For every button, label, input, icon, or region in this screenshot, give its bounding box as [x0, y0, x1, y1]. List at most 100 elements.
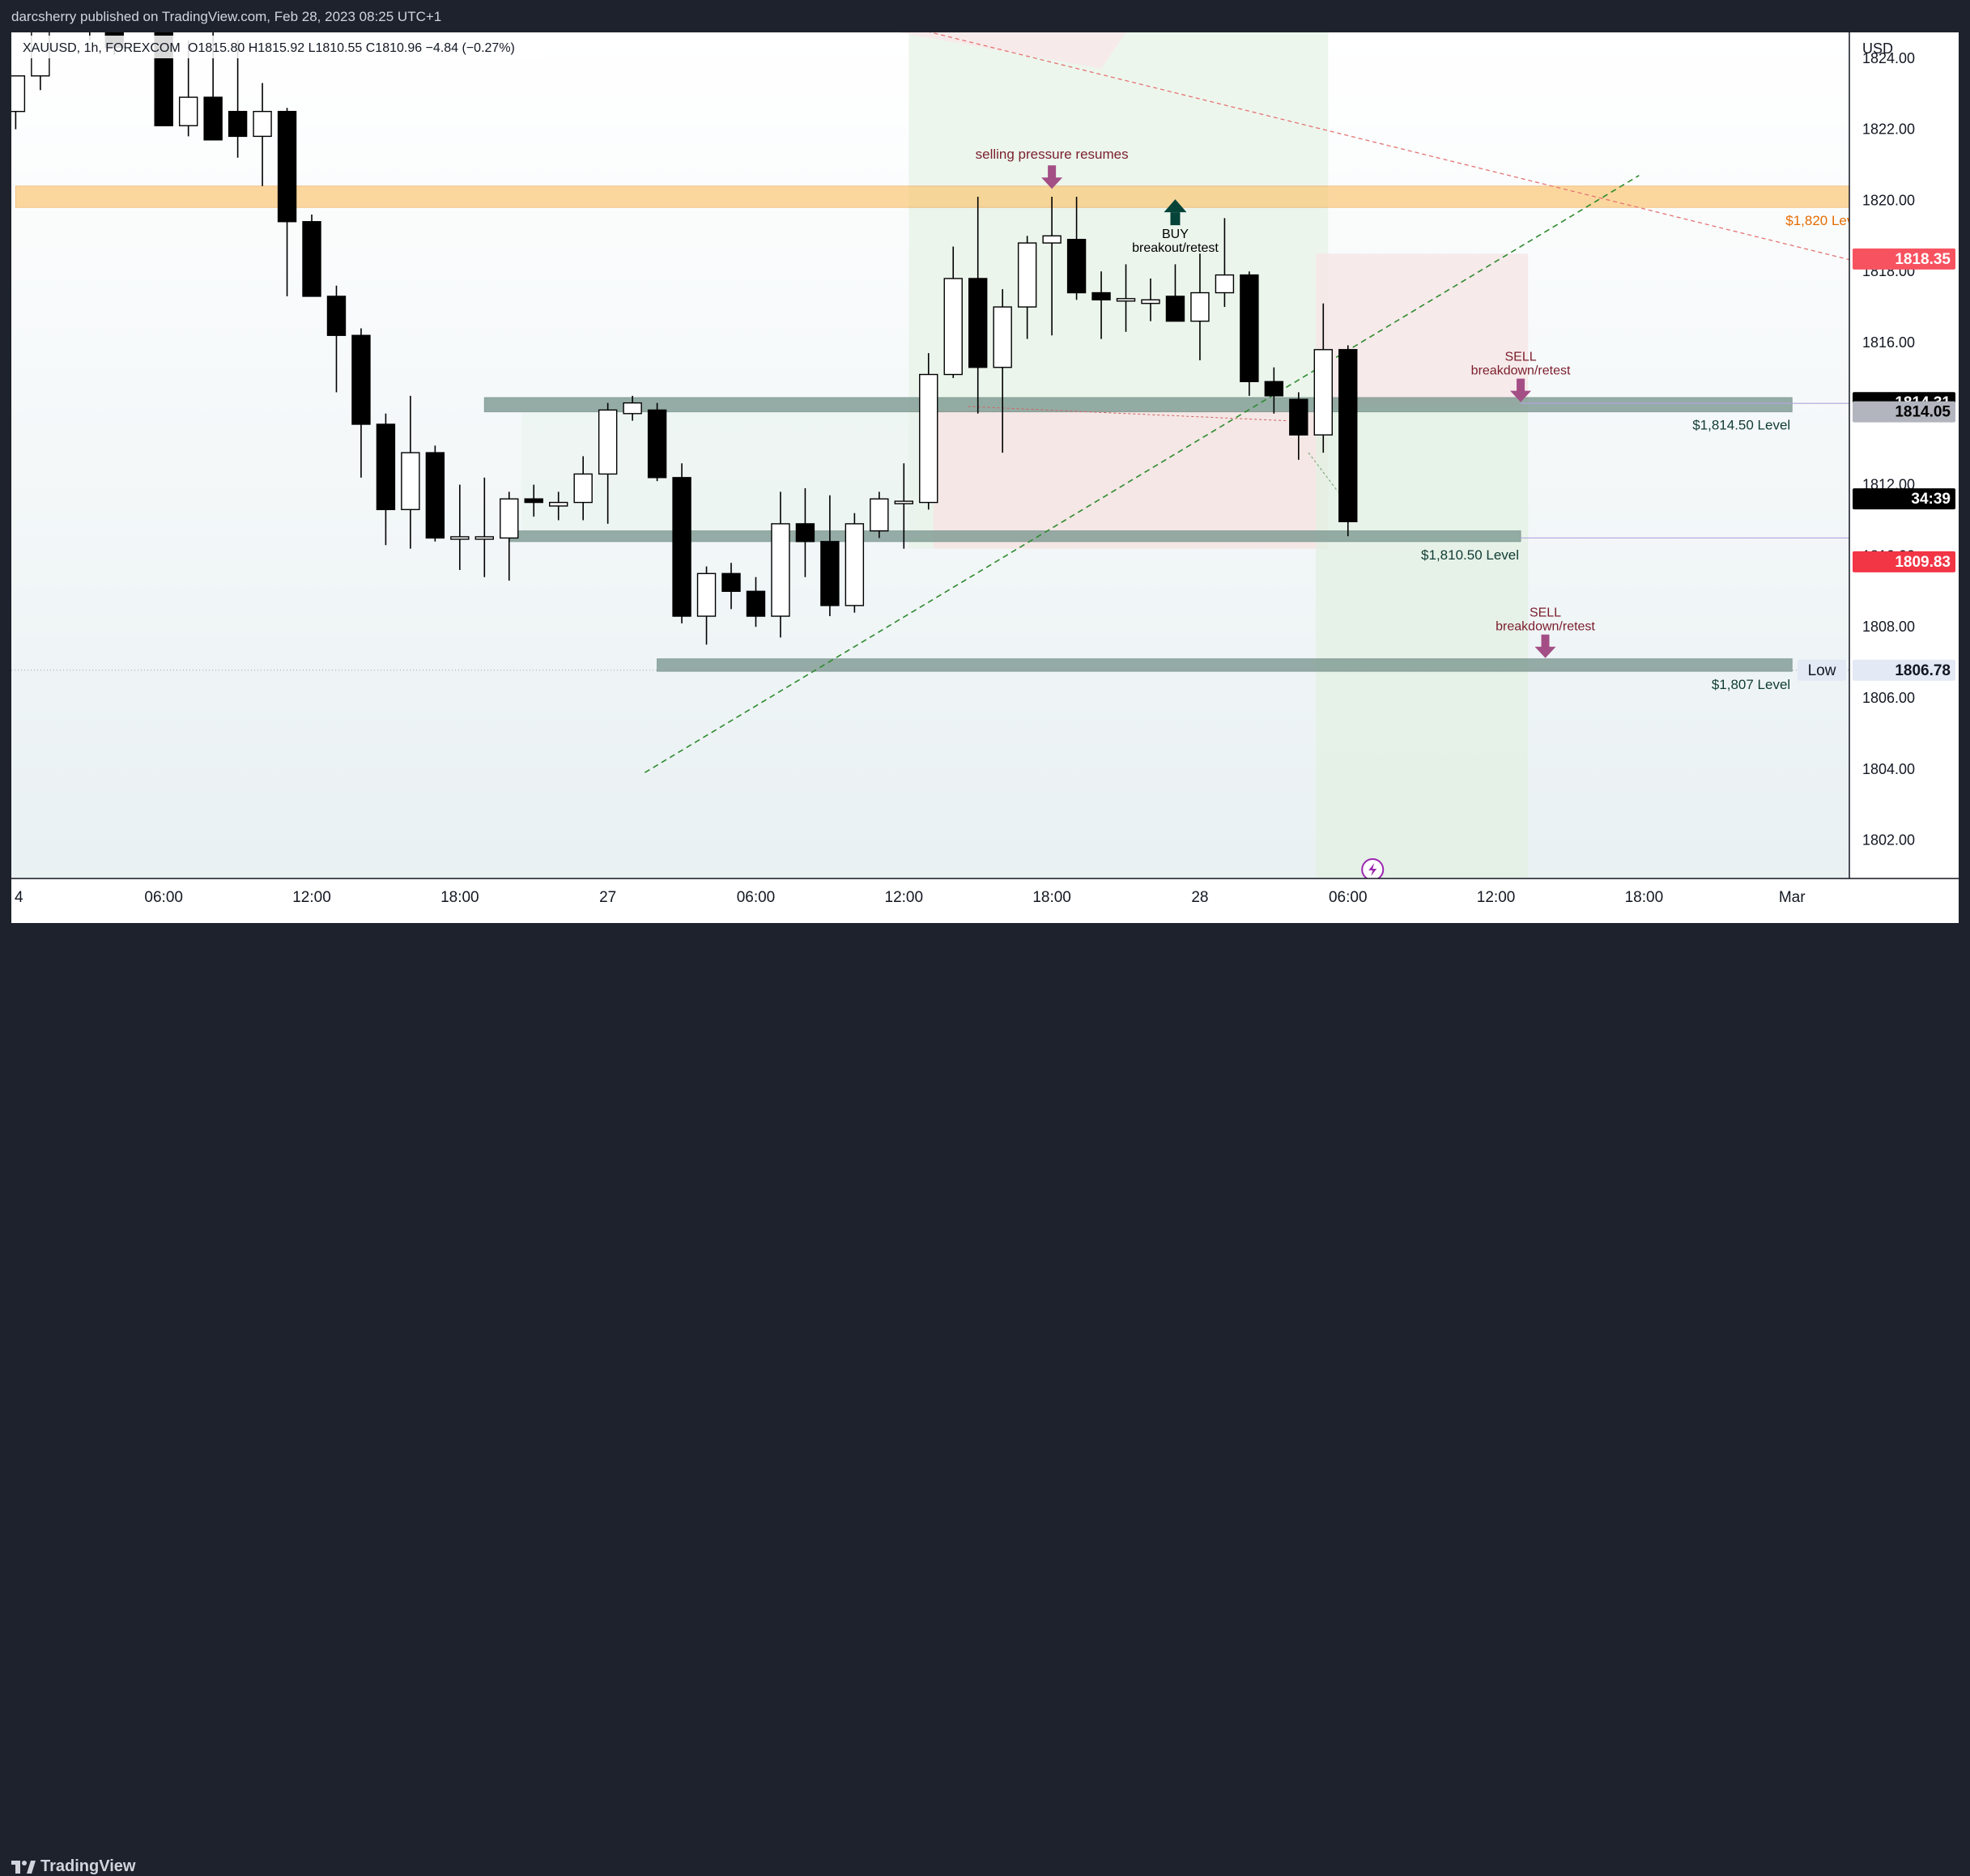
candle-body [351, 334, 371, 425]
x-tick-label: 28 [1191, 889, 1208, 906]
candle[interactable] [1017, 236, 1037, 339]
candle[interactable] [1240, 271, 1259, 396]
candle[interactable] [746, 576, 766, 627]
candle[interactable] [993, 289, 1012, 453]
candle[interactable] [524, 484, 543, 517]
time-axis[interactable] [11, 878, 1959, 923]
candle-body [1264, 381, 1284, 397]
candle[interactable] [253, 83, 272, 186]
candle[interactable] [425, 445, 445, 542]
x-tick-label: 12:00 [1477, 889, 1516, 906]
candle-body [1042, 235, 1062, 244]
candle-body [1141, 299, 1160, 304]
y-tick-label: 1822.00 [1862, 121, 1915, 138]
publisher-text: darcsherry published on TradingView.com,… [11, 9, 442, 24]
candle-body [1091, 291, 1111, 301]
candle[interactable] [647, 402, 667, 482]
candle[interactable] [894, 463, 913, 549]
candle[interactable] [845, 513, 865, 613]
candle-body [573, 473, 593, 504]
candle[interactable] [968, 197, 988, 414]
candle-body [277, 110, 297, 223]
low-marker-label: Low [1808, 662, 1836, 679]
candle[interactable] [1165, 264, 1185, 322]
candle[interactable] [672, 463, 691, 623]
candle[interactable] [351, 328, 371, 478]
trade-annotation[interactable]: selling pressure resumes [976, 147, 1129, 189]
candle[interactable] [1141, 278, 1160, 321]
candle-body [376, 423, 396, 511]
candle[interactable] [228, 40, 248, 158]
trade-guide-line [1308, 452, 1339, 492]
candle[interactable] [1289, 392, 1308, 460]
candle[interactable] [11, 75, 26, 130]
candle[interactable] [302, 214, 321, 297]
candle[interactable] [1066, 197, 1087, 300]
candle[interactable] [696, 566, 717, 645]
candle[interactable] [598, 402, 618, 524]
x-tick-label: 4 [15, 889, 23, 906]
annotation-subtitle: breakout/retest [1132, 241, 1219, 255]
candle[interactable] [326, 285, 347, 393]
candle-body [696, 572, 717, 617]
level-label: $1,814.50 Level [1692, 418, 1790, 433]
candle-body [549, 501, 568, 507]
price-label-tag: 1809.83 [1853, 551, 1955, 572]
candle[interactable] [549, 491, 568, 521]
candle[interactable] [401, 395, 420, 549]
price-label-text: 34:39 [1911, 491, 1951, 508]
tradingview-brand: TradingView [40, 1857, 136, 1875]
currency-label: USD [1862, 40, 1893, 57]
candle[interactable] [1190, 253, 1210, 360]
candle[interactable] [919, 353, 938, 510]
candle-body [943, 278, 963, 376]
candle[interactable] [450, 484, 470, 570]
candle[interactable] [1313, 303, 1333, 453]
candle[interactable] [943, 246, 963, 378]
candle[interactable] [500, 491, 519, 581]
x-tick-label: 06:00 [737, 889, 776, 906]
chart-area[interactable]: $1,820 Level $1,814.50 Level $1,810.50 Lev… [11, 32, 1959, 923]
price-axis[interactable] [1849, 32, 1959, 923]
price-label-text: 1818.35 [1895, 251, 1951, 268]
candle[interactable] [1116, 264, 1136, 332]
candle[interactable] [1091, 271, 1111, 339]
footer-bar: TradingView [0, 923, 1970, 1875]
candle-body [968, 278, 988, 368]
candle[interactable] [573, 456, 593, 521]
level-zone [15, 185, 1867, 208]
tradingview-logo[interactable]: TradingView [11, 1857, 135, 1876]
x-tick-label: 18:00 [1625, 889, 1664, 906]
candle[interactable] [820, 495, 840, 617]
price-label-text: 1814.05 [1895, 404, 1951, 421]
candle-body [1165, 296, 1185, 322]
candle[interactable] [1338, 345, 1358, 537]
candle[interactable] [277, 108, 297, 296]
arrow-down-icon [1041, 177, 1063, 189]
candle[interactable] [870, 491, 889, 538]
candle[interactable] [623, 395, 642, 421]
candle[interactable] [178, 40, 198, 137]
candle[interactable] [795, 488, 815, 577]
level-label: $1,807 Level [1712, 677, 1790, 692]
y-tick-label: 1808.00 [1862, 619, 1915, 635]
candle[interactable] [721, 563, 741, 610]
arrow-down-icon [1510, 390, 1532, 402]
candle[interactable] [376, 413, 396, 546]
candle[interactable] [1215, 218, 1235, 308]
price-label-tag [1853, 488, 1955, 510]
y-tick-label: 1806.00 [1862, 690, 1915, 706]
candle[interactable] [771, 491, 790, 638]
candle[interactable] [1264, 367, 1284, 414]
candle[interactable] [1042, 197, 1062, 336]
price-label-tag [1853, 401, 1955, 423]
legend-backdrop [13, 36, 547, 58]
lightning-event-icon[interactable] [1361, 858, 1385, 881]
x-tick-label: 18:00 [440, 889, 479, 906]
candle[interactable] [474, 477, 495, 577]
chart-svg[interactable]: $1,820 Level $1,814.50 Level $1,810.50 Lev… [11, 32, 1959, 923]
ascending-trendline [644, 174, 1640, 773]
